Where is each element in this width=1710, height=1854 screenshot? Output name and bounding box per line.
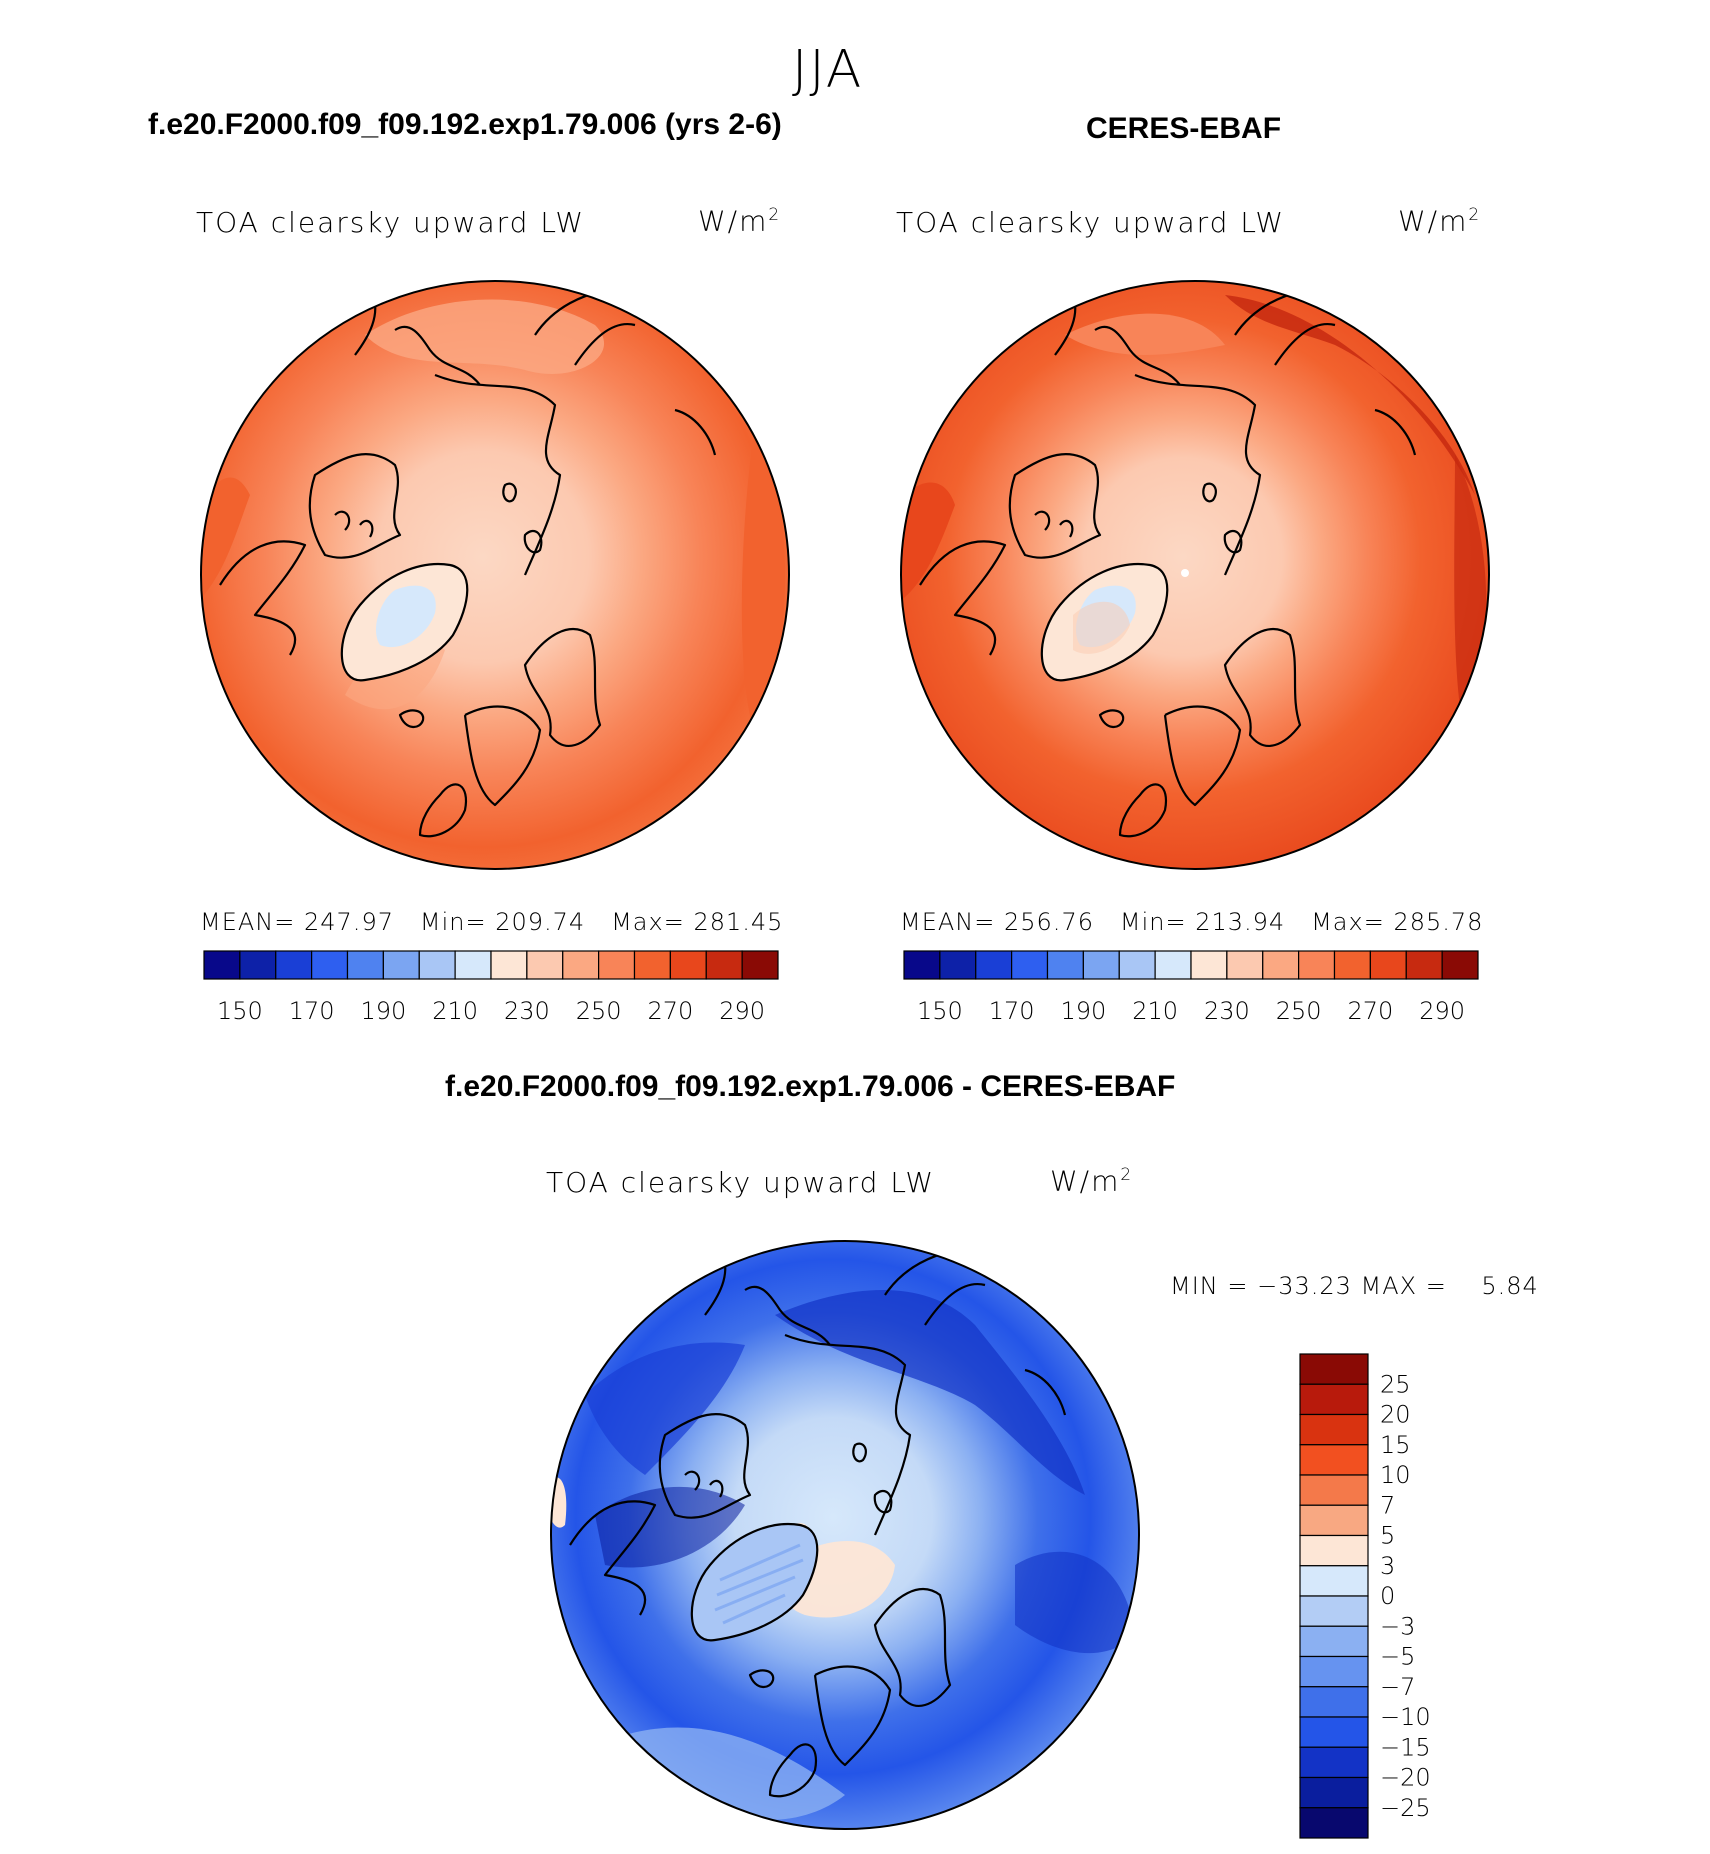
diff-colorbar-swatch bbox=[1299, 1776, 1369, 1809]
obs-colorbar-tick-label: 270 bbox=[1347, 997, 1393, 1025]
model-colorbar-swatch bbox=[490, 950, 528, 980]
obs-stats: MEAN= 256.76 Min= 213.94 Max= 285.78 bbox=[900, 908, 1484, 936]
model-case-title: f.e20.F2000.f09_f09.192.exp1.79.006 (yrs… bbox=[148, 108, 782, 141]
diff-colorbar-tick-label: −5 bbox=[1380, 1643, 1415, 1671]
diff-greenland bbox=[690, 1523, 819, 1642]
diff-colorbar-tick-label: 7 bbox=[1380, 1491, 1395, 1519]
diff-colorbar-swatch bbox=[1299, 1807, 1369, 1839]
model-colorbar-swatch bbox=[418, 950, 456, 980]
model-colorbar-tick-label: 210 bbox=[432, 997, 478, 1025]
model-colorbar-tick-label: 190 bbox=[360, 997, 406, 1025]
obs-colorbar-swatch bbox=[903, 950, 941, 980]
diff-colorbar-swatch bbox=[1299, 1655, 1369, 1688]
obs-colorbar-swatch bbox=[1333, 950, 1371, 980]
model-colorbar-swatch bbox=[275, 950, 313, 980]
diff-colorbar-swatch bbox=[1299, 1686, 1369, 1718]
diff-case-title: f.e20.F2000.f09_f09.192.exp1.79.006 - CE… bbox=[445, 1070, 1176, 1103]
diff-colorbar-tick-label: 20 bbox=[1380, 1401, 1411, 1429]
obs-colorbar-swatch bbox=[1262, 950, 1300, 980]
obs-colorbar-swatch bbox=[1298, 950, 1336, 980]
diff-colorbar-tick-label: 0 bbox=[1380, 1582, 1395, 1610]
model-colorbar-swatch bbox=[705, 950, 743, 980]
obs-colorbar-tick-label: 290 bbox=[1419, 997, 1465, 1025]
model-colorbar-swatch bbox=[669, 950, 707, 980]
obs-colorbar-tick-label: 150 bbox=[917, 997, 963, 1025]
obs-colorbar-tick-label: 190 bbox=[1060, 997, 1106, 1025]
diff-units-label: W/m2 bbox=[1050, 1164, 1134, 1198]
model-stats: MEAN= 247.97 Min= 209.74 Max= 281.45 bbox=[200, 908, 784, 936]
model-colorbar-swatch bbox=[239, 950, 277, 980]
obs-colorbar-swatch bbox=[1369, 950, 1407, 980]
model-units-label: W/m2 bbox=[698, 204, 782, 238]
obs-colorbar-tick-label: 170 bbox=[989, 997, 1035, 1025]
model-colorbar-swatch bbox=[382, 950, 420, 980]
model-colorbar-swatch bbox=[203, 950, 241, 980]
diff-colorbar-swatch bbox=[1299, 1353, 1369, 1385]
obs-colorbar-swatch bbox=[1441, 950, 1479, 980]
obs-colorbar: 150 170 190 210 230 250 270 290 bbox=[903, 950, 1479, 1025]
diff-colorbar-swatch bbox=[1299, 1625, 1369, 1658]
diff-colorbar-swatch bbox=[1299, 1565, 1369, 1597]
model-colorbar-tick-label: 170 bbox=[289, 997, 335, 1025]
model-colorbar-swatch bbox=[454, 950, 492, 980]
diff-colorbar-tick-label: 3 bbox=[1380, 1552, 1395, 1580]
diff-colorbar-swatch bbox=[1299, 1504, 1369, 1537]
obs-colorbar-swatch bbox=[1011, 950, 1049, 980]
obs-colorbar-swatch bbox=[939, 950, 977, 980]
model-colorbar-tick-label: 290 bbox=[719, 997, 765, 1025]
diff-colorbar-swatch bbox=[1299, 1383, 1369, 1416]
diff-colorbar-tick-label: −3 bbox=[1380, 1612, 1415, 1640]
obs-case-title: CERES-EBAF bbox=[1086, 112, 1282, 145]
obs-colorbar-swatch bbox=[1118, 950, 1156, 980]
obs-polar-map bbox=[900, 280, 1490, 870]
diff-colorbar-swatch bbox=[1299, 1716, 1369, 1748]
obs-colorbar-tick-label: 250 bbox=[1276, 997, 1322, 1025]
model-colorbar-tick-label: 250 bbox=[576, 997, 622, 1025]
obs-colorbar-swatch bbox=[975, 950, 1013, 980]
obs-colorbar-swatch bbox=[1405, 950, 1443, 980]
diff-colorbar-tick-label: −20 bbox=[1380, 1764, 1431, 1792]
diff-colorbar-swatch bbox=[1299, 1534, 1369, 1567]
obs-units-label: W/m2 bbox=[1398, 204, 1482, 238]
diff-colorbar-tick-label: 25 bbox=[1380, 1370, 1411, 1398]
diff-colorbar-tick-label: −7 bbox=[1380, 1673, 1415, 1701]
diff-colorbar-tick-label: −10 bbox=[1380, 1703, 1431, 1731]
obs-colorbar-tick-label: 230 bbox=[1204, 997, 1250, 1025]
model-colorbar-swatch bbox=[346, 950, 384, 980]
model-colorbar-swatch bbox=[311, 950, 349, 980]
diff-colorbar-swatch bbox=[1299, 1746, 1369, 1779]
model-variable-label: TOA clearsky upward LW bbox=[196, 206, 586, 239]
diff-minmax: MIN = −33.23 MAX = 5.84 bbox=[1170, 1272, 1539, 1300]
obs-colorbar-swatch bbox=[1190, 950, 1228, 980]
model-colorbar-swatch bbox=[633, 950, 671, 980]
diff-colorbar-tick-label: 10 bbox=[1380, 1461, 1411, 1489]
diff-polar-map bbox=[550, 1240, 1140, 1830]
diff-colorbar-swatch bbox=[1299, 1444, 1369, 1476]
model-colorbar-tick-label: 270 bbox=[647, 997, 693, 1025]
model-colorbar-swatch bbox=[598, 950, 636, 980]
season-title: JJA bbox=[792, 40, 864, 100]
obs-colorbar-swatch bbox=[1154, 950, 1192, 980]
diff-colorbar-tick-label: −25 bbox=[1380, 1794, 1431, 1822]
model-colorbar-swatch bbox=[526, 950, 564, 980]
diff-variable-label: TOA clearsky upward LW bbox=[546, 1166, 936, 1199]
obs-colorbar-swatch bbox=[1046, 950, 1084, 980]
diff-colorbar-swatch bbox=[1299, 1413, 1369, 1446]
model-polar-map bbox=[200, 280, 790, 870]
model-colorbar-swatch bbox=[562, 950, 600, 980]
obs-colorbar-tick-label: 210 bbox=[1132, 997, 1178, 1025]
model-colorbar: 150 170 190 210 230 250 270 290 bbox=[203, 950, 779, 1025]
model-colorbar-swatch bbox=[741, 950, 779, 980]
diff-colorbar-swatch bbox=[1299, 1474, 1369, 1506]
obs-colorbar-swatch bbox=[1226, 950, 1264, 980]
diff-colorbar-tick-label: 5 bbox=[1380, 1522, 1395, 1550]
diff-colorbar-swatch bbox=[1299, 1595, 1369, 1627]
diff-colorbar-tick-label: 15 bbox=[1380, 1431, 1411, 1459]
obs-colorbar-swatch bbox=[1082, 950, 1120, 980]
diff-colorbar-tick-label: −15 bbox=[1380, 1733, 1431, 1761]
model-colorbar-tick-label: 150 bbox=[217, 997, 263, 1025]
obs-variable-label: TOA clearsky upward LW bbox=[896, 206, 1286, 239]
model-colorbar-tick-label: 230 bbox=[504, 997, 550, 1025]
